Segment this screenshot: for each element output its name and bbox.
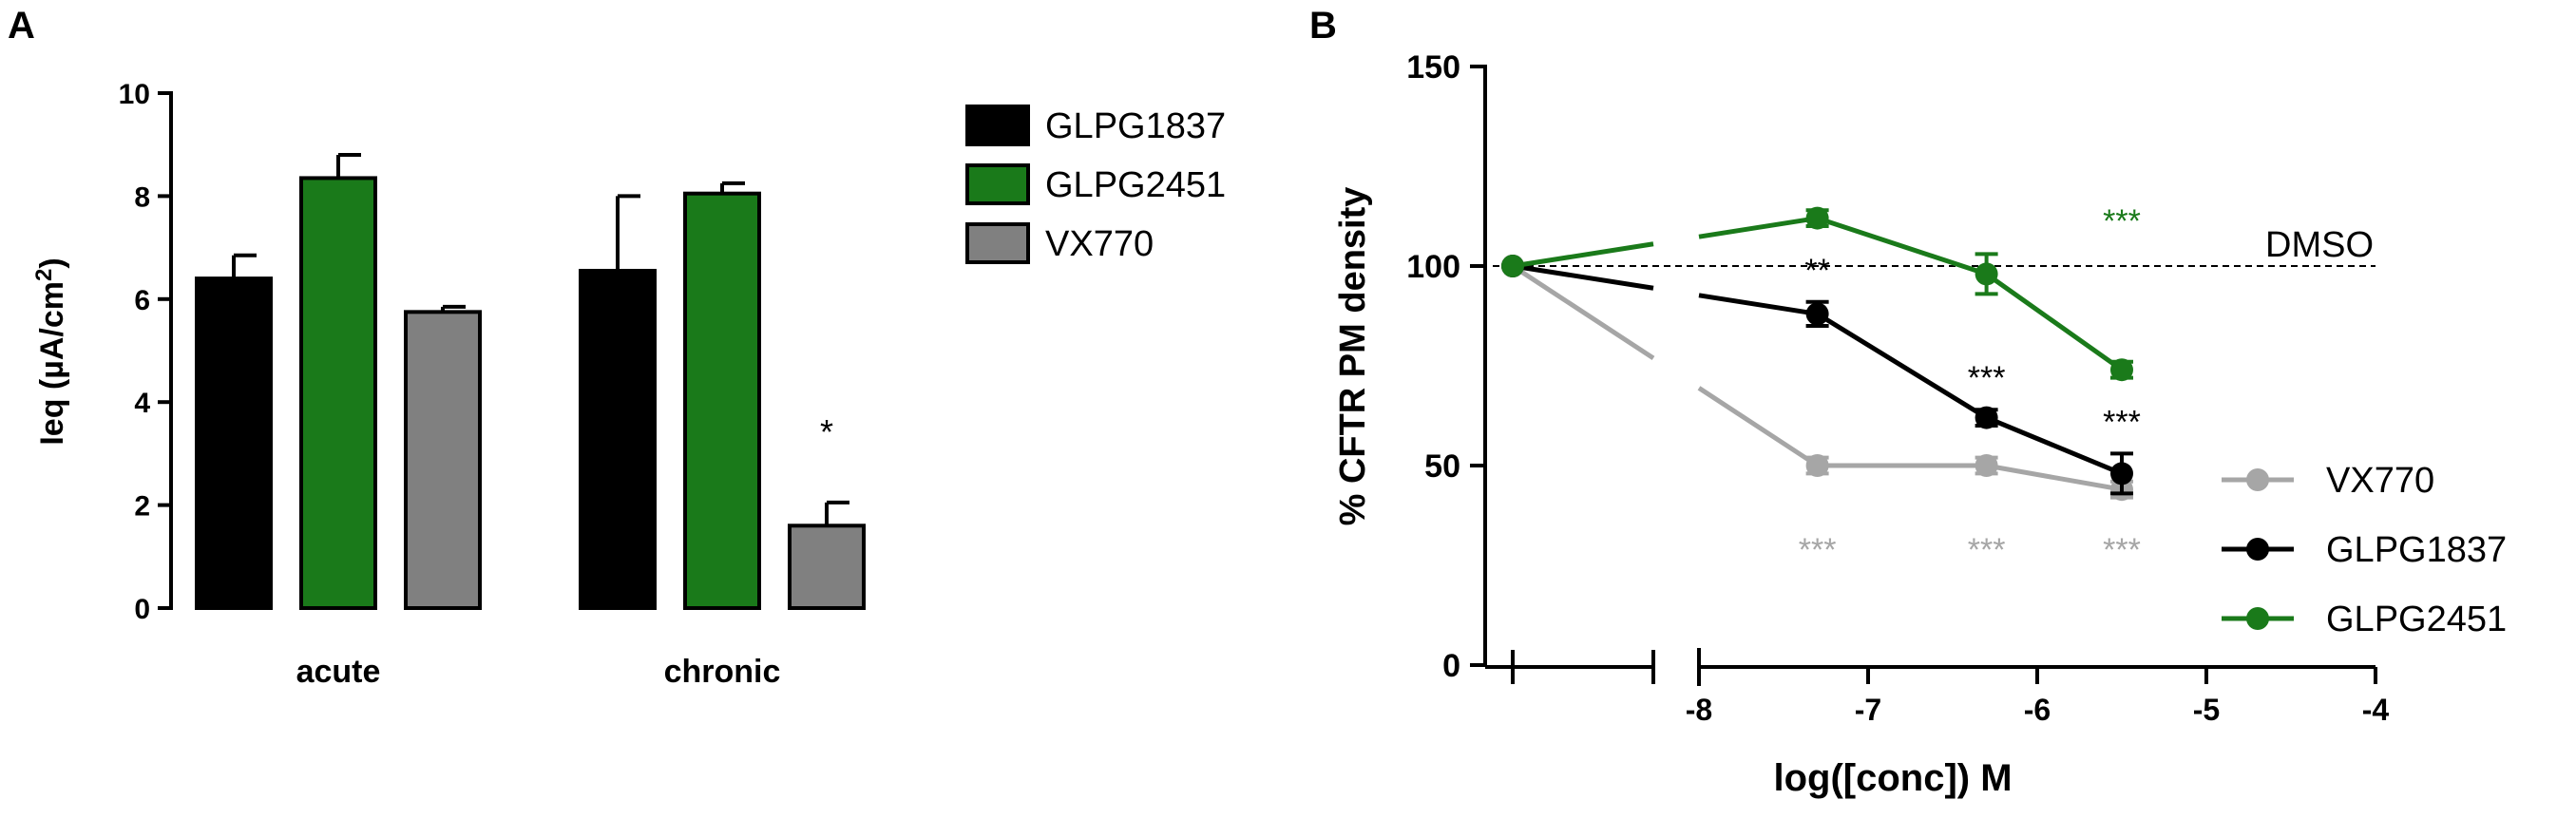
panel-a-y-tick-label: 2 <box>134 491 150 523</box>
panel-a-category-label: chronic <box>664 654 781 690</box>
panel-b-series-line <box>1697 386 1819 468</box>
panel-a-legend-swatch <box>965 222 1030 264</box>
panel-b-x-tick-label: -5 <box>2193 693 2220 727</box>
panel-b-data-point <box>1805 206 1829 230</box>
panel-a-legend-label: GLPG2451 <box>1045 165 1226 205</box>
panel-b-x-tick-label: -7 <box>1855 693 1881 727</box>
panel-a-y-tick-label: 0 <box>134 594 150 625</box>
panel-b-data-point <box>1501 255 1524 277</box>
panel-a-ylabel-end: ) <box>34 257 70 268</box>
panel-a-significance-star: * <box>820 412 833 451</box>
panel-b-data-point <box>1805 302 1829 326</box>
panel-a-legend: GLPG1837 GLPG2451 VX770 <box>965 105 1226 264</box>
panel-b-series-line <box>1985 415 2123 476</box>
panel-b-significance-stars: *** <box>2103 203 2141 239</box>
panel-b-x-tick-label: -8 <box>1686 693 1712 727</box>
panel-a-bar <box>579 268 657 610</box>
panel-b-data-point <box>1975 454 1998 477</box>
panel-a-legend-swatch <box>965 163 1030 205</box>
panel-a-legend-label: GLPG1837 <box>1045 106 1226 146</box>
panel-b-series-line <box>1512 241 1654 269</box>
panel-b-ylabel: % CFTR PM density <box>1333 187 1373 526</box>
panel-b-y-tick-label: 100 <box>1406 249 1460 285</box>
panel-b-legend-marker <box>2246 538 2269 561</box>
panel-a-bar <box>683 191 761 610</box>
panel-b-series-line <box>1511 263 1655 361</box>
panel-b-y-tick-label: 150 <box>1406 49 1460 86</box>
panel-b-legend: VX770 GLPG1837 GLPG2451 <box>2222 461 2507 639</box>
panel-b-xlabel: log([conc]) M <box>1773 757 2012 799</box>
panel-b-series-line <box>1698 216 1818 239</box>
panel-b-legend-label: GLPG1837 <box>2326 530 2507 570</box>
panel-b-data-point <box>2110 358 2133 382</box>
panel-b-dmso-label: DMSO <box>2265 225 2374 265</box>
panel-b-significance-stars: *** <box>1968 532 2006 568</box>
panel-b-data-point <box>2110 462 2133 486</box>
panel-a-y-tick-label: 4 <box>134 388 150 419</box>
panel-b-legend-label: GLPG2451 <box>2326 600 2507 639</box>
panel-a-ylabel: Ieq (µA/cm2) <box>31 257 70 445</box>
panel-a-plot: 0 2 4 6 8 10 acute chronic * <box>119 79 866 690</box>
panel-b-label: B <box>1309 5 1337 47</box>
panel-b-significance-stars: *** <box>1799 532 1837 568</box>
panel-b-series-line <box>1816 216 1988 276</box>
panel-b-series-line <box>1698 293 1818 316</box>
panel-a-y-tick-label: 10 <box>119 79 150 110</box>
panel-b-series-line <box>1986 463 2123 492</box>
panel-a-y-tick-label: 8 <box>134 181 150 213</box>
panel-b-data-point <box>1805 454 1829 477</box>
panel-b-y-tick-label: 0 <box>1442 648 1460 684</box>
panel-a-label: A <box>8 5 35 47</box>
panel-b-significance-stars: ** <box>1804 253 1829 289</box>
panel-b-legend-marker <box>2246 607 2269 630</box>
panel-a-ylabel-sup: 2 <box>31 269 57 281</box>
panel-a-ylabel-main: Ieq (µA/cm <box>34 281 70 446</box>
panel-a-y-tick-label: 6 <box>134 285 150 316</box>
panel-b-y-tick-label: 50 <box>1424 448 1460 485</box>
panel-a-bar <box>788 524 866 611</box>
panel-b-significance-stars: *** <box>2103 532 2141 568</box>
panel-a-legend-swatch <box>965 105 1030 146</box>
panel-b-series-line <box>1816 312 1988 420</box>
panel-b-significance-stars: *** <box>2103 404 2141 440</box>
panel-a-bar <box>299 176 377 610</box>
panel-b-x-tick-label: -6 <box>2024 693 2051 727</box>
panel-b-series-line <box>1512 263 1654 291</box>
panel-b-legend-marker <box>2246 468 2269 491</box>
panel-b-data-point <box>1975 406 1998 429</box>
panel-a-category-label: acute <box>296 654 381 690</box>
panel-b-series-line <box>1985 272 2124 372</box>
panel-a-bar <box>404 310 482 610</box>
panel-b-legend-label: VX770 <box>2326 461 2434 501</box>
panel-b-x-tick-label: -4 <box>2362 693 2390 727</box>
panel-a-legend-label: VX770 <box>1045 224 1154 264</box>
panel-b-data-point <box>1975 262 1998 286</box>
panel-a-bar <box>195 276 273 610</box>
panel-b-significance-stars: *** <box>1968 360 2006 396</box>
